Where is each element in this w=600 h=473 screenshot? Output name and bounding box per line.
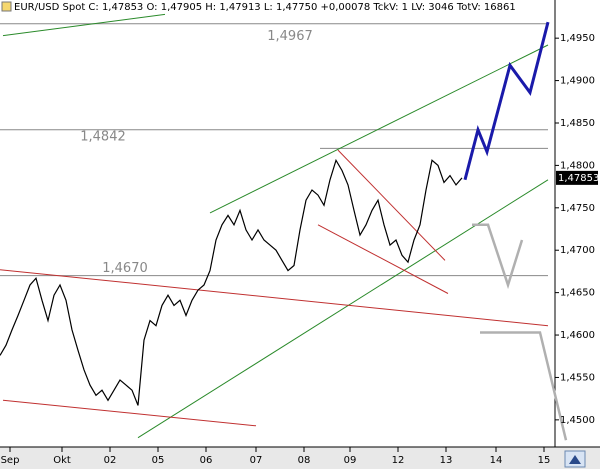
trend-line	[0, 269, 549, 327]
y-tick-label: 1,4550	[560, 372, 595, 383]
x-tick-label: 09	[344, 455, 357, 466]
y-tick-label: 1,4500	[560, 415, 595, 426]
x-tick-label: 15	[538, 455, 551, 466]
level-label: 1,4842	[80, 129, 126, 144]
x-tick-label: 05	[152, 455, 165, 466]
x-tick-label: Okt	[53, 455, 71, 466]
x-tick-label: 12	[392, 455, 405, 466]
trend-line	[463, 21, 550, 181]
x-tick-label: 08	[298, 455, 311, 466]
level-label: 1,4967	[267, 29, 313, 44]
trend-line	[317, 224, 449, 294]
symbol-icon	[1, 1, 12, 12]
last-price-label: 1,47853	[558, 173, 599, 184]
price-line	[0, 158, 463, 406]
plot-area	[0, 13, 568, 441]
y-tick-label: 1,4900	[560, 76, 595, 87]
last-price-box	[556, 170, 598, 185]
trend-line	[480, 331, 568, 441]
x-tick-label: 06	[200, 455, 213, 466]
y-tick-label: 1,4650	[560, 288, 595, 299]
trend-line	[2, 399, 257, 427]
x-tick-label: 07	[250, 455, 263, 466]
trend-line	[337, 149, 446, 261]
corner-icon	[569, 455, 581, 464]
trend-line	[209, 44, 549, 214]
x-tick-label: 13	[440, 455, 453, 466]
y-tick-label: 1,4850	[560, 118, 595, 129]
level-label: 1,4670	[102, 261, 148, 276]
y-tick-label: 1,4950	[560, 33, 595, 44]
x-tick-label: 14	[490, 455, 503, 466]
chart-title: EUR/USD Spot C: 1,47853 O: 1,47905 H: 1,…	[14, 2, 516, 13]
y-tick-label: 1,4600	[560, 330, 595, 341]
x-tick-label: Sep	[1, 455, 20, 466]
y-tick-label: 1,4750	[560, 203, 595, 214]
trend-line	[137, 179, 549, 439]
y-tick-label: 1,4700	[560, 245, 595, 256]
trend-line	[472, 223, 524, 290]
trend-line	[2, 13, 166, 37]
x-axis-band	[0, 447, 600, 469]
y-tick-label: 1,4800	[560, 160, 595, 171]
x-tick-label: 02	[104, 455, 117, 466]
